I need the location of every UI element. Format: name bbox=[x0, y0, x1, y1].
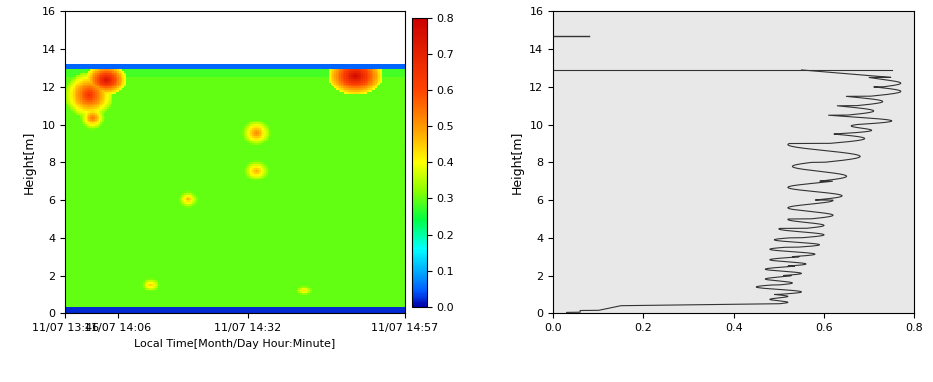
Y-axis label: Height[m]: Height[m] bbox=[510, 131, 523, 194]
X-axis label: Local Time[Month/Day Hour:Minute]: Local Time[Month/Day Hour:Minute] bbox=[134, 338, 336, 348]
Y-axis label: Height[m]: Height[m] bbox=[23, 131, 35, 194]
